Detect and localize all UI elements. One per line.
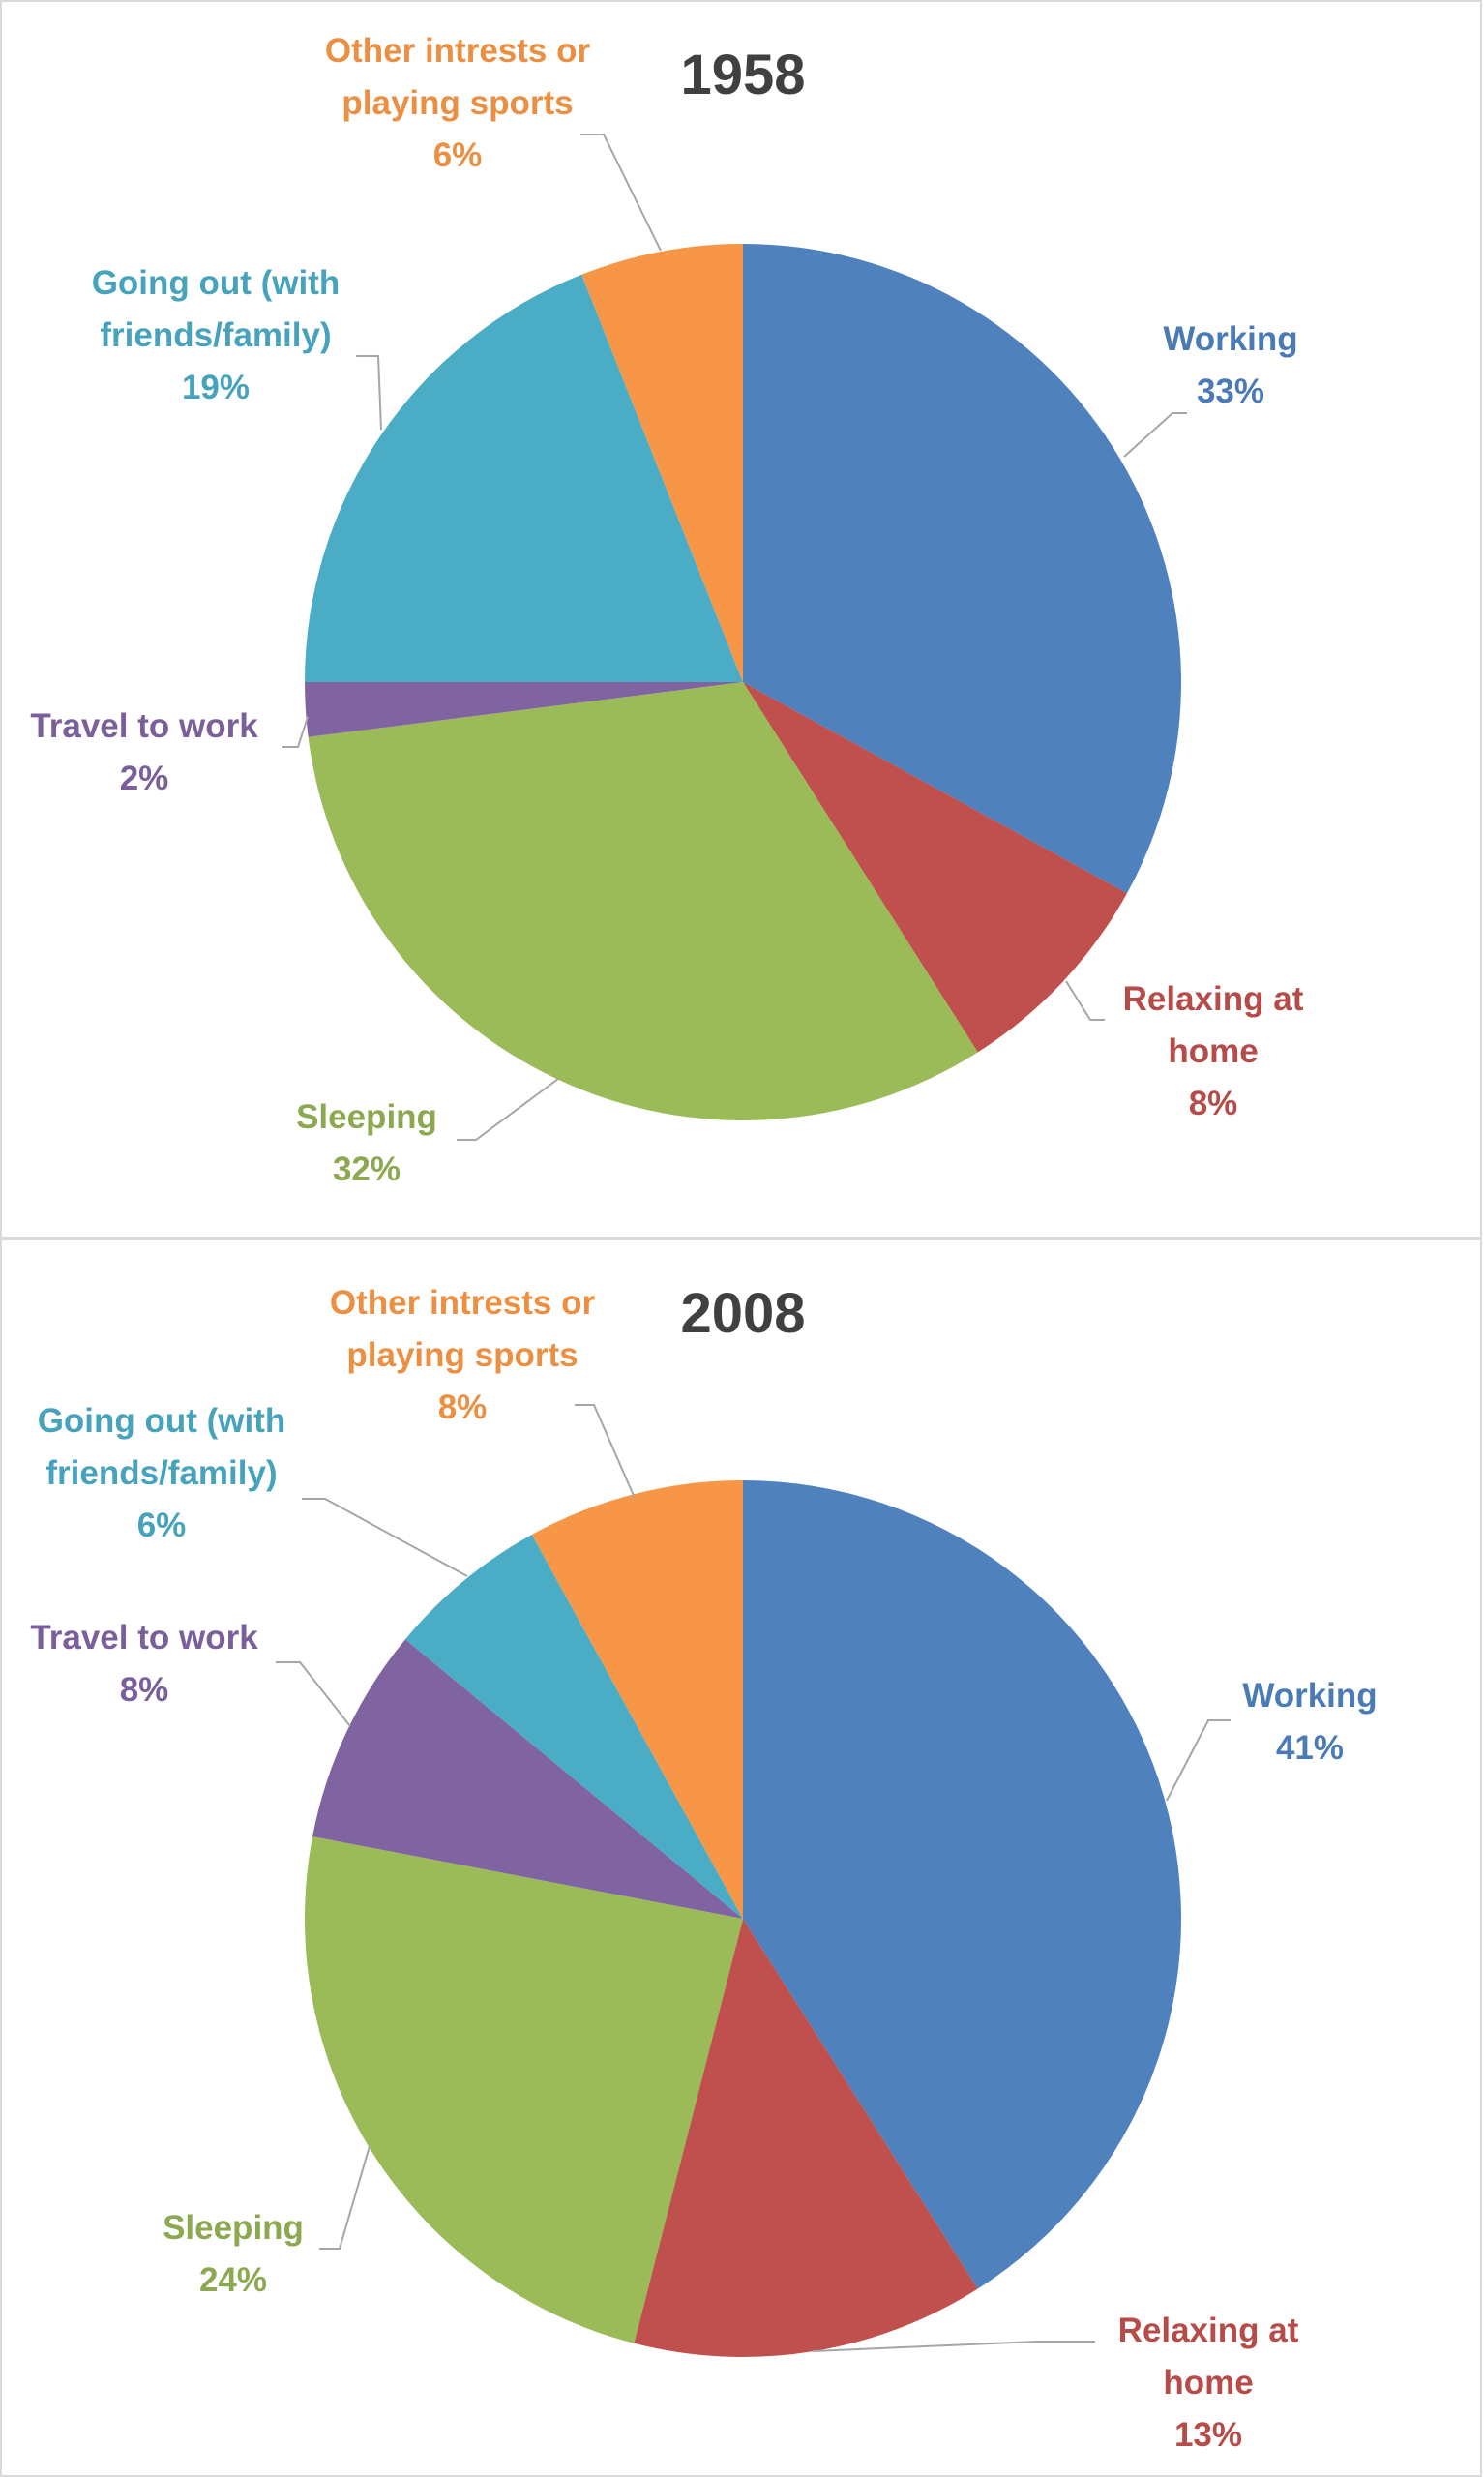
data-label-working: Working 41%: [1242, 1677, 1377, 1767]
leader-line-working: [1166, 1719, 1231, 1802]
data-label-other-intrests-or-playing-sports: Other intrests or playing sports 6%: [325, 32, 591, 174]
pie-slice-sleeping: [308, 682, 978, 1121]
pie-slice-working: [743, 1480, 1181, 2289]
data-label-travel-to-work: Travel to work 8%: [30, 1619, 258, 1709]
chart-title: 1958: [680, 44, 806, 106]
leader-line-travel-to-work: [276, 1661, 351, 1727]
pie-slice-other-intrests-or-playing-sports: [581, 244, 743, 682]
leader-line-travel-to-work: [282, 716, 309, 748]
data-label-going-out-with-friends-family: Going out (with friends/family) 6%: [38, 1402, 286, 1544]
data-label-going-out-with-friends-family: Going out (with friends/family) 19%: [92, 264, 341, 406]
data-label-travel-to-work: Travel to work 2%: [30, 707, 258, 797]
pie-slice-relaxing-at-home: [743, 682, 1127, 1053]
data-label-relaxing-at-home: Relaxing at home 13%: [1118, 2312, 1299, 2454]
data-label-sleeping: Sleeping 24%: [163, 2209, 304, 2299]
leader-line-relaxing-at-home: [1065, 980, 1105, 1021]
chart-panel-2008: 2008 Working 41% Relaxing at home 13% Sleepin…: [0, 1238, 1482, 2477]
pie-slice-travel-to-work: [305, 682, 743, 737]
data-label-working: Working 33%: [1163, 320, 1297, 410]
pie-slice-going-out-with-friends-family: [305, 274, 743, 682]
data-label-other-intrests-or-playing-sports: Other intrests or playing sports 8%: [330, 1284, 596, 1426]
leader-line-other-intrests-or-playing-sports: [580, 134, 662, 252]
chart-title: 2008: [680, 1282, 806, 1345]
pie-slice-relaxing-at-home: [634, 1919, 978, 2358]
leader-line-going-out-with-friends-family: [302, 1498, 468, 1577]
pie-chart-1958: Working 33% Relaxing at home 8% Sleeping 32% Tr…: [30, 32, 1304, 1188]
pie-slice-other-intrests-or-playing-sports: [531, 1480, 743, 1919]
leader-line-other-intrests-or-playing-sports: [575, 1404, 636, 1499]
leader-line-relaxing-at-home: [812, 2341, 1095, 2352]
leader-line-sleeping: [457, 1078, 559, 1141]
data-label-sleeping: Sleeping 32%: [296, 1098, 437, 1188]
leader-line-going-out-with-friends-family: [356, 355, 382, 431]
chart-panel-1958: 1958 Working 33% Relaxing at home 8% Sleeping…: [0, 0, 1482, 1238]
pie-slice-travel-to-work: [312, 1639, 743, 1919]
data-label-relaxing-at-home: Relaxing at home 8%: [1123, 980, 1304, 1122]
leader-line-sleeping: [319, 2145, 371, 2250]
pie-chart-2008: Working 41% Relaxing at home 13% Sleeping 24% T…: [30, 1284, 1377, 2454]
pie-slice-working: [743, 244, 1182, 894]
leader-line-working: [1123, 412, 1187, 458]
pie-slice-sleeping: [304, 1836, 743, 2343]
pie-slice-going-out-with-friends-family: [404, 1535, 743, 1919]
